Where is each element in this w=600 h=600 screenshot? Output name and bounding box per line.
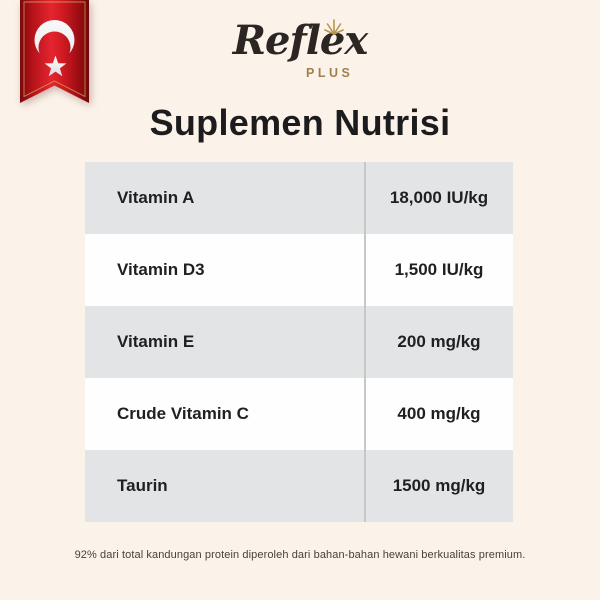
- nutrient-name: Vitamin D3: [117, 260, 205, 279]
- nutrient-amount: 400 mg/kg: [397, 404, 481, 423]
- table-row: Vitamin D3 1,500 IU/kg: [85, 234, 513, 306]
- nutrient-amount: 1500 mg/kg: [392, 476, 486, 495]
- footer-note: 92% dari total kandungan protein diperol…: [74, 549, 526, 561]
- table-row: Vitamin E 200 mg/kg: [85, 306, 513, 378]
- table-row: Crude Vitamin C 400 mg/kg: [85, 378, 513, 450]
- nutrient-name: Vitamin E: [117, 332, 195, 351]
- nutrient-amount: 18,000 IU/kg: [389, 188, 489, 207]
- nutrient-name: Taurin: [117, 476, 168, 495]
- nutrient-name: Crude Vitamin C: [117, 404, 249, 423]
- brand-logo: Reflex PLUS: [0, 14, 600, 94]
- sparkle-icon: [324, 19, 344, 35]
- nutrient-amount: 1,500 IU/kg: [394, 260, 484, 279]
- page-title: Suplemen Nutrisi: [149, 102, 451, 143]
- table-row: Vitamin A 18,000 IU/kg: [85, 162, 513, 234]
- nutrient-amount: 200 mg/kg: [397, 332, 481, 351]
- table-column-divider: [364, 162, 366, 522]
- brand-name: Reflex: [232, 17, 368, 64]
- nutrient-table: Vitamin A 18,000 IU/kg Vitamin D3 1,500 …: [85, 162, 513, 522]
- brand-tagline: PLUS: [306, 66, 354, 80]
- nutrient-name: Vitamin A: [117, 188, 195, 207]
- turkish-flag-ribbon-icon: [20, 0, 89, 107]
- table-row: Taurin 1500 mg/kg: [85, 450, 513, 522]
